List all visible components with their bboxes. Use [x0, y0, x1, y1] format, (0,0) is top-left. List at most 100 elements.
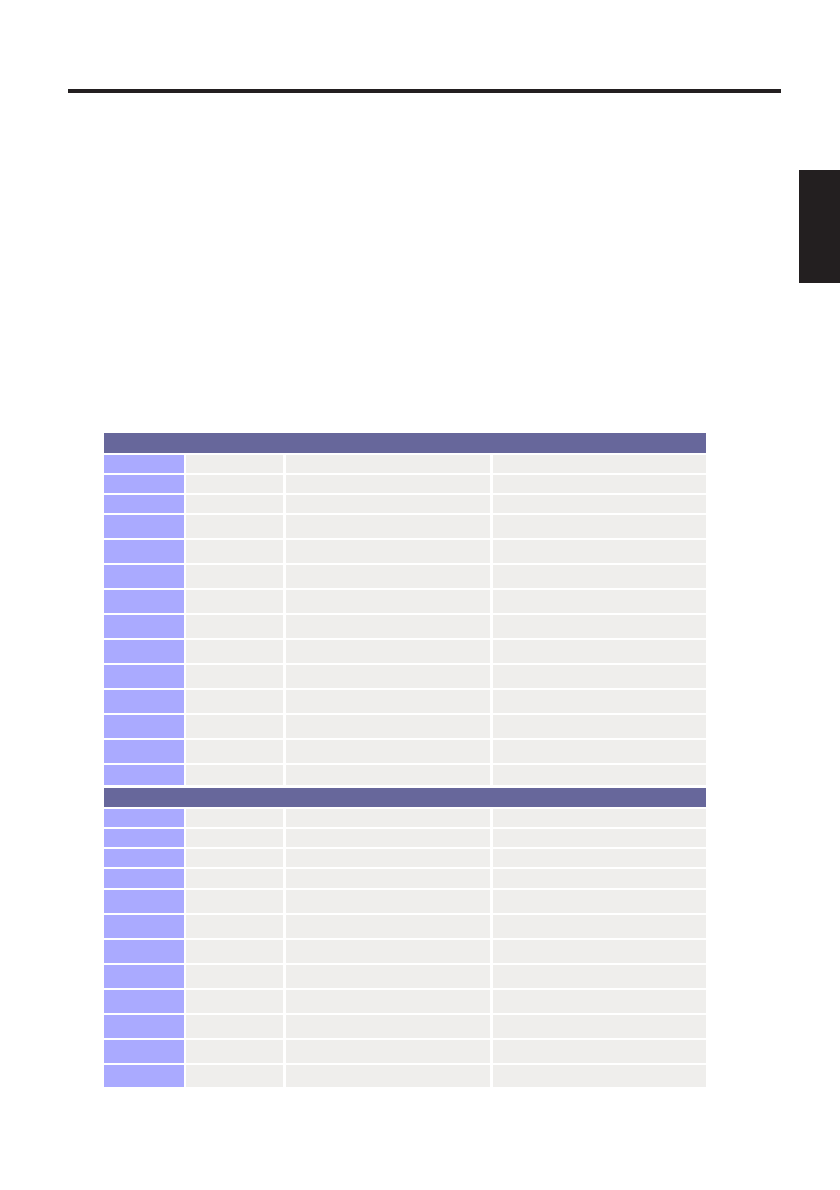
table-cell	[493, 915, 706, 938]
table-cell	[493, 890, 706, 913]
table-cell	[286, 765, 490, 785]
row-label-cell	[104, 495, 184, 513]
table-cell	[286, 869, 490, 888]
table-cell	[493, 515, 706, 538]
table-cell	[186, 640, 283, 663]
row-label-cell	[104, 940, 184, 963]
row-label-cell	[104, 665, 184, 688]
table-cell	[186, 1015, 283, 1038]
row-label-cell	[104, 890, 184, 913]
table-cell	[286, 940, 490, 963]
table-cell	[286, 515, 490, 538]
table-cell	[186, 590, 283, 613]
row-label-cell	[104, 965, 184, 988]
table-cell	[493, 740, 706, 763]
table-cell	[493, 809, 706, 827]
table-cell	[493, 965, 706, 988]
table-cell	[286, 809, 490, 827]
row-label-cell	[104, 690, 184, 713]
table-cell	[186, 809, 283, 827]
row-label-cell	[104, 849, 184, 867]
table-cell	[186, 915, 283, 938]
table-cell	[186, 829, 283, 847]
table-cell	[186, 495, 283, 513]
table-cell	[286, 829, 490, 847]
table-cell	[286, 495, 490, 513]
table-cell	[186, 890, 283, 913]
row-label-cell	[104, 615, 184, 638]
table-cell	[186, 540, 283, 563]
table-cell	[493, 565, 706, 588]
table-cell	[493, 765, 706, 785]
row-label-cell	[104, 1065, 184, 1087]
table-cell	[493, 495, 706, 513]
table-cell	[286, 590, 490, 613]
table-cell	[186, 1065, 283, 1087]
row-label-cell	[104, 829, 184, 847]
table-cell	[493, 990, 706, 1013]
table-cell	[493, 540, 706, 563]
table-cell	[186, 765, 283, 785]
row-label-cell	[104, 869, 184, 888]
table-cell	[286, 615, 490, 638]
row-label-cell	[104, 590, 184, 613]
table-cell	[286, 890, 490, 913]
table-cell	[286, 475, 490, 493]
table-cell	[286, 715, 490, 738]
table-cell	[286, 690, 490, 713]
table-cell	[286, 849, 490, 867]
row-label-cell	[104, 565, 184, 588]
row-label-cell	[104, 1040, 184, 1063]
table-cell	[286, 455, 490, 473]
table-cell	[186, 715, 283, 738]
row-label-cell	[104, 515, 184, 538]
table-cell	[186, 869, 283, 888]
table-cell	[186, 940, 283, 963]
section-header	[104, 788, 706, 807]
row-label-cell	[104, 455, 184, 473]
table-cell	[493, 475, 706, 493]
row-label-cell	[104, 809, 184, 827]
table-cell	[493, 615, 706, 638]
table-cell	[186, 455, 283, 473]
row-label-cell	[104, 540, 184, 563]
table-cell	[493, 1015, 706, 1038]
table-cell	[286, 640, 490, 663]
table-cell	[493, 829, 706, 847]
header-rule	[68, 89, 781, 93]
table-cell	[186, 690, 283, 713]
table-cell	[286, 540, 490, 563]
table-cell	[493, 640, 706, 663]
table-cell	[286, 990, 490, 1013]
table-cell	[493, 715, 706, 738]
table-cell	[493, 455, 706, 473]
table-cell	[286, 915, 490, 938]
table-cell	[186, 475, 283, 493]
table-cell	[186, 515, 283, 538]
table-cell	[493, 940, 706, 963]
table-cell	[186, 1040, 283, 1063]
table-cell	[186, 849, 283, 867]
table-cell	[493, 590, 706, 613]
row-label-cell	[104, 640, 184, 663]
table-cell	[286, 1065, 490, 1087]
section-thumb-tab	[799, 170, 840, 283]
table-cell	[286, 740, 490, 763]
table-cell	[186, 665, 283, 688]
table-cell	[286, 1040, 490, 1063]
table-cell	[186, 565, 283, 588]
row-label-cell	[104, 915, 184, 938]
table-cell	[493, 690, 706, 713]
table-cell	[186, 965, 283, 988]
section-header	[104, 433, 706, 453]
table-cell	[186, 990, 283, 1013]
table-cell	[493, 849, 706, 867]
row-label-cell	[104, 475, 184, 493]
table-cell	[493, 665, 706, 688]
table-cell	[286, 665, 490, 688]
row-label-cell	[104, 715, 184, 738]
table-cell	[286, 565, 490, 588]
table-cell	[186, 615, 283, 638]
row-label-cell	[104, 990, 184, 1013]
table-cell	[493, 1040, 706, 1063]
